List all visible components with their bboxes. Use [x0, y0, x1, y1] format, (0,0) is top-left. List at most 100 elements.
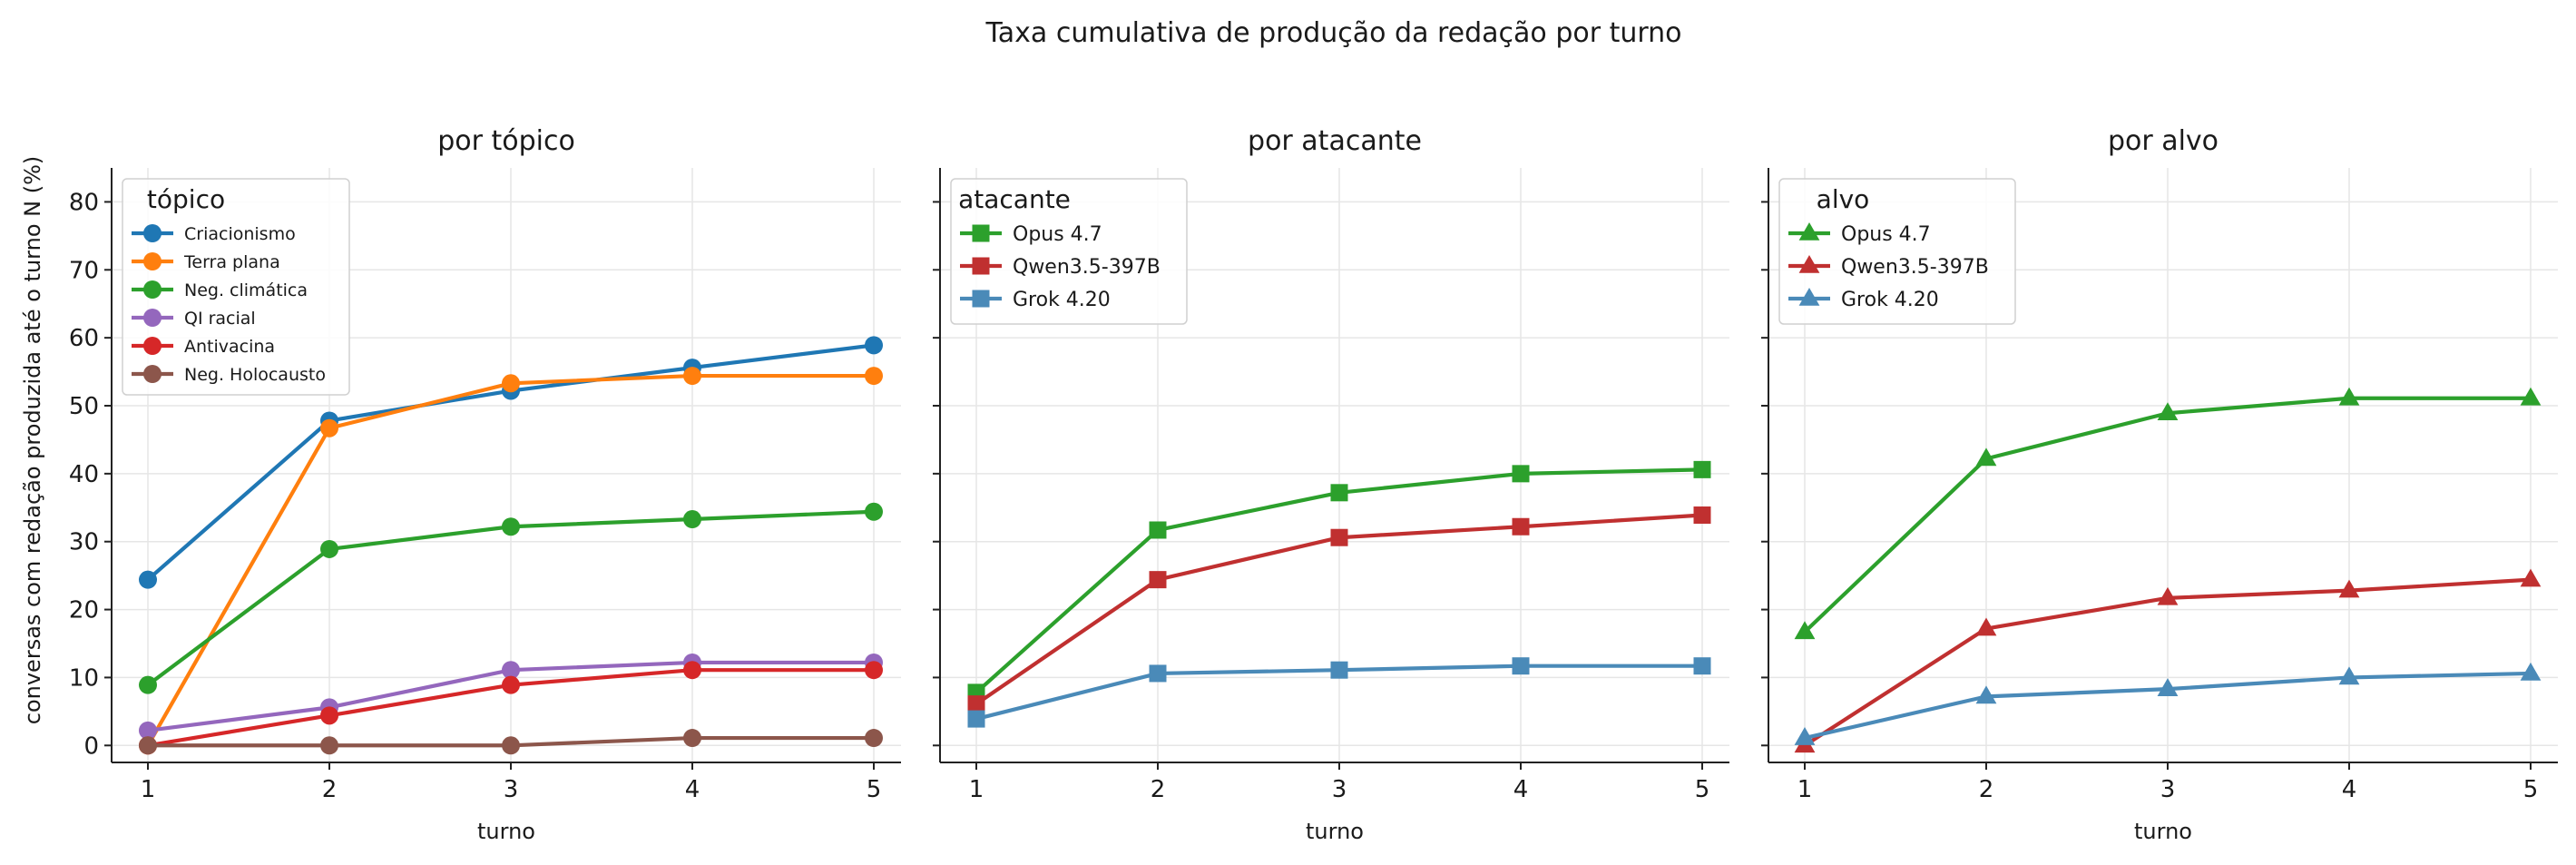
data-point [502, 517, 520, 536]
x-axis-label: turno [1306, 819, 1364, 844]
data-point [320, 418, 338, 437]
data-point [502, 675, 520, 694]
panel-title: por atacante [1248, 125, 1422, 157]
data-point [683, 729, 701, 748]
legend-entry-label: Qwen3.5-397B [1013, 256, 1161, 279]
panel-title: por tópico [437, 125, 575, 157]
legend-entry-label: Grok 4.20 [1013, 289, 1111, 311]
data-point [320, 736, 338, 755]
data-point [2338, 387, 2360, 406]
data-point [139, 675, 157, 694]
data-point [502, 374, 520, 393]
data-point [1330, 484, 1348, 502]
legend-marker [143, 365, 162, 383]
series-opus-4-7 [967, 460, 1711, 702]
data-point [967, 710, 985, 728]
legend-marker [143, 280, 162, 299]
data-point [1512, 517, 1530, 536]
legend-marker [1798, 288, 1820, 306]
y-tick-label: 10 [69, 664, 99, 692]
data-point [1693, 506, 1711, 525]
x-tick-label: 4 [1513, 776, 1529, 803]
legend: alvo Opus 4.7 Qwen3.5-397B Grok 4.20 [1778, 178, 2016, 325]
series-qwen3-5-397b [967, 506, 1711, 713]
legend: tópico Criacionismo Terra plana Neg. climát… [122, 178, 350, 396]
series-neg-clim-tica [139, 502, 883, 694]
legend-entry-label: Criacionismo [184, 224, 296, 244]
x-tick-label: 2 [1979, 776, 1994, 803]
data-point [1149, 521, 1167, 539]
data-point [502, 736, 520, 755]
data-point [1149, 571, 1167, 589]
data-point [1330, 528, 1348, 546]
x-tick-label: 5 [1695, 776, 1710, 803]
data-point [2338, 666, 2360, 685]
x-axis-label: turno [2134, 819, 2192, 844]
legend-entry-label: Grok 4.20 [1841, 289, 1939, 311]
y-tick-label: 40 [69, 461, 99, 488]
data-point [1975, 447, 1997, 467]
legend-title: atacante [958, 184, 1071, 214]
x-tick-label: 2 [322, 776, 338, 803]
y-tick-label: 20 [69, 597, 99, 624]
legend-entry-label: Terra plana [183, 252, 280, 272]
x-tick-label: 1 [969, 776, 984, 803]
data-point [865, 502, 883, 521]
data-point [2520, 662, 2542, 681]
panel-title: por alvo [2108, 125, 2218, 157]
series-antivacina [139, 661, 883, 755]
series-grok-4-20 [1794, 662, 2542, 745]
series-opus-4-7 [1794, 387, 2542, 640]
data-point [967, 695, 985, 713]
data-point [865, 367, 883, 386]
data-point [1794, 621, 1816, 640]
data-point [139, 736, 157, 755]
chart-panel-1: 0 10 20 30 40 50 60 70 80 1 2 3 4 5 por tópico turno tóp… [69, 125, 901, 844]
legend-marker [143, 224, 162, 242]
x-tick-label: 1 [141, 776, 156, 803]
data-point [1693, 657, 1711, 675]
data-point [1149, 664, 1167, 683]
data-point [2157, 402, 2179, 421]
data-point [320, 706, 338, 725]
y-tick-label: 60 [69, 325, 99, 352]
data-point [1512, 657, 1530, 675]
legend-marker [972, 257, 990, 275]
x-tick-label: 3 [1332, 776, 1347, 803]
y-tick-label: 0 [83, 732, 99, 760]
data-point [2157, 678, 2179, 696]
x-tick-label: 4 [2342, 776, 2357, 803]
x-tick-label: 2 [1151, 776, 1166, 803]
legend-marker [143, 337, 162, 355]
data-point [2520, 568, 2542, 587]
legend-entry-label: Qwen3.5-397B [1841, 256, 1989, 279]
legend-title: alvo [1817, 184, 1870, 214]
legend-marker [143, 309, 162, 327]
data-point [865, 661, 883, 680]
legend-title: tópico [147, 184, 225, 214]
legend-box [950, 178, 1188, 325]
data-point [865, 729, 883, 748]
data-point [683, 367, 701, 386]
data-point [139, 721, 157, 740]
y-tick-label: 50 [69, 393, 99, 420]
data-point [1693, 460, 1711, 478]
legend-entry-label: Opus 4.7 [1841, 223, 1931, 246]
data-point [1512, 465, 1530, 483]
data-point [683, 510, 701, 529]
legend-marker [972, 224, 990, 242]
legend-entry-label: Neg. climática [184, 280, 308, 300]
chart-panel-2: 1 2 3 4 5 por atacante turno atacante Opus 4.7 Qw… [933, 125, 1729, 844]
legend: atacante Opus 4.7 Qwen3.5-397B Grok 4.20 [950, 178, 1188, 325]
chart-panel-3: 1 2 3 4 5 por alvo turno alvo Opus 4.7 Qwen3.5-39… [1761, 125, 2558, 844]
legend-entry-label: QI racial [184, 309, 256, 329]
data-point [320, 539, 338, 558]
series-qwen3-5-397b [1794, 568, 2542, 753]
y-tick-label: 30 [69, 529, 99, 556]
legend-marker [143, 252, 162, 270]
legend-box [122, 178, 350, 396]
y-tick-label: 70 [69, 257, 99, 284]
data-point [502, 661, 520, 680]
legend-entry-label: Antivacina [184, 337, 275, 357]
